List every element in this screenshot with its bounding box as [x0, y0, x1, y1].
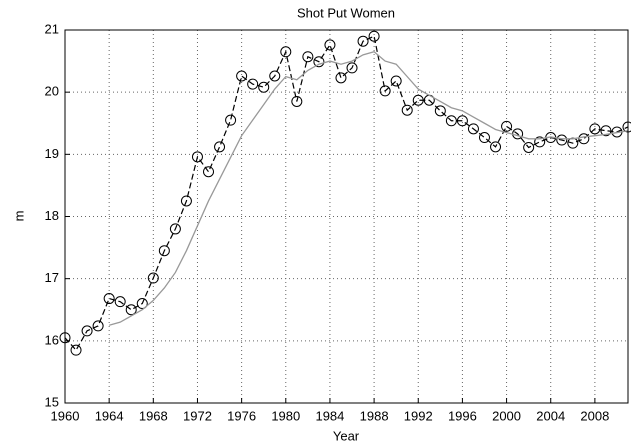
data-point [589, 123, 601, 135]
data-point [92, 320, 104, 332]
series-line [64, 35, 629, 352]
y-tick-label: 19 [45, 146, 59, 161]
chart-title: Shot Put Women [297, 5, 395, 20]
x-tick-label: 1980 [271, 408, 300, 423]
x-tick-label: 1972 [183, 408, 212, 423]
data-point [390, 75, 402, 87]
data-point [434, 105, 446, 117]
data-point [169, 223, 181, 235]
data-point [578, 133, 590, 145]
data-point [467, 123, 479, 135]
data-point [291, 95, 303, 107]
data-point [401, 104, 413, 116]
data-point [147, 272, 159, 284]
data-point [158, 245, 170, 257]
data-point [136, 298, 148, 310]
x-tick-label: 1964 [95, 408, 124, 423]
data-point [534, 136, 546, 148]
data-point [180, 195, 192, 207]
data-point [225, 114, 237, 126]
data-point [478, 132, 490, 144]
data-point [368, 30, 380, 42]
plot-area [65, 30, 628, 403]
series-line [108, 51, 629, 326]
x-tick-label: 2004 [536, 408, 565, 423]
data-point [379, 85, 391, 97]
y-tick-label: 15 [45, 394, 59, 409]
x-tick-label: 1996 [448, 408, 477, 423]
data-point [600, 125, 612, 137]
data-point [70, 344, 82, 356]
x-tick-label: 1976 [227, 408, 256, 423]
data-point [501, 120, 513, 132]
data-point [191, 151, 203, 163]
data-point [214, 141, 226, 153]
data-point [81, 325, 93, 337]
data-point [456, 115, 468, 127]
y-tick-label: 20 [45, 84, 59, 99]
y-tick-label: 17 [45, 270, 59, 285]
data-point [269, 70, 281, 82]
x-tick-label: 1968 [139, 408, 168, 423]
data-point [103, 293, 115, 305]
data-point [258, 81, 270, 93]
x-axis-label: Year [333, 428, 360, 443]
x-tick-label: 1988 [360, 408, 389, 423]
data-point [335, 72, 347, 84]
data-point [125, 304, 137, 316]
y-tick-label: 18 [45, 208, 59, 223]
x-tick-label: 1984 [315, 408, 344, 423]
y-axis-label: m [11, 211, 26, 222]
data-point [346, 62, 358, 74]
data-point [247, 78, 259, 90]
data-point [412, 94, 424, 106]
data-point [114, 296, 126, 308]
y-tick-label: 21 [45, 21, 59, 36]
x-tick-label: 1992 [404, 408, 433, 423]
data-point [523, 141, 535, 153]
x-tick-label: 2008 [580, 408, 609, 423]
data-point [203, 166, 215, 178]
data-point [445, 115, 457, 127]
plot-frame [64, 29, 629, 404]
data-point [357, 35, 369, 47]
data-point [313, 56, 325, 68]
data-point [280, 46, 292, 58]
x-tick-label: 1960 [51, 408, 80, 423]
y-tick-label: 16 [45, 332, 59, 347]
data-point [490, 141, 502, 153]
data-point [236, 70, 248, 82]
data-point [302, 51, 314, 63]
data-point [324, 39, 336, 51]
data-point [556, 134, 568, 146]
x-tick-label: 2000 [492, 408, 521, 423]
